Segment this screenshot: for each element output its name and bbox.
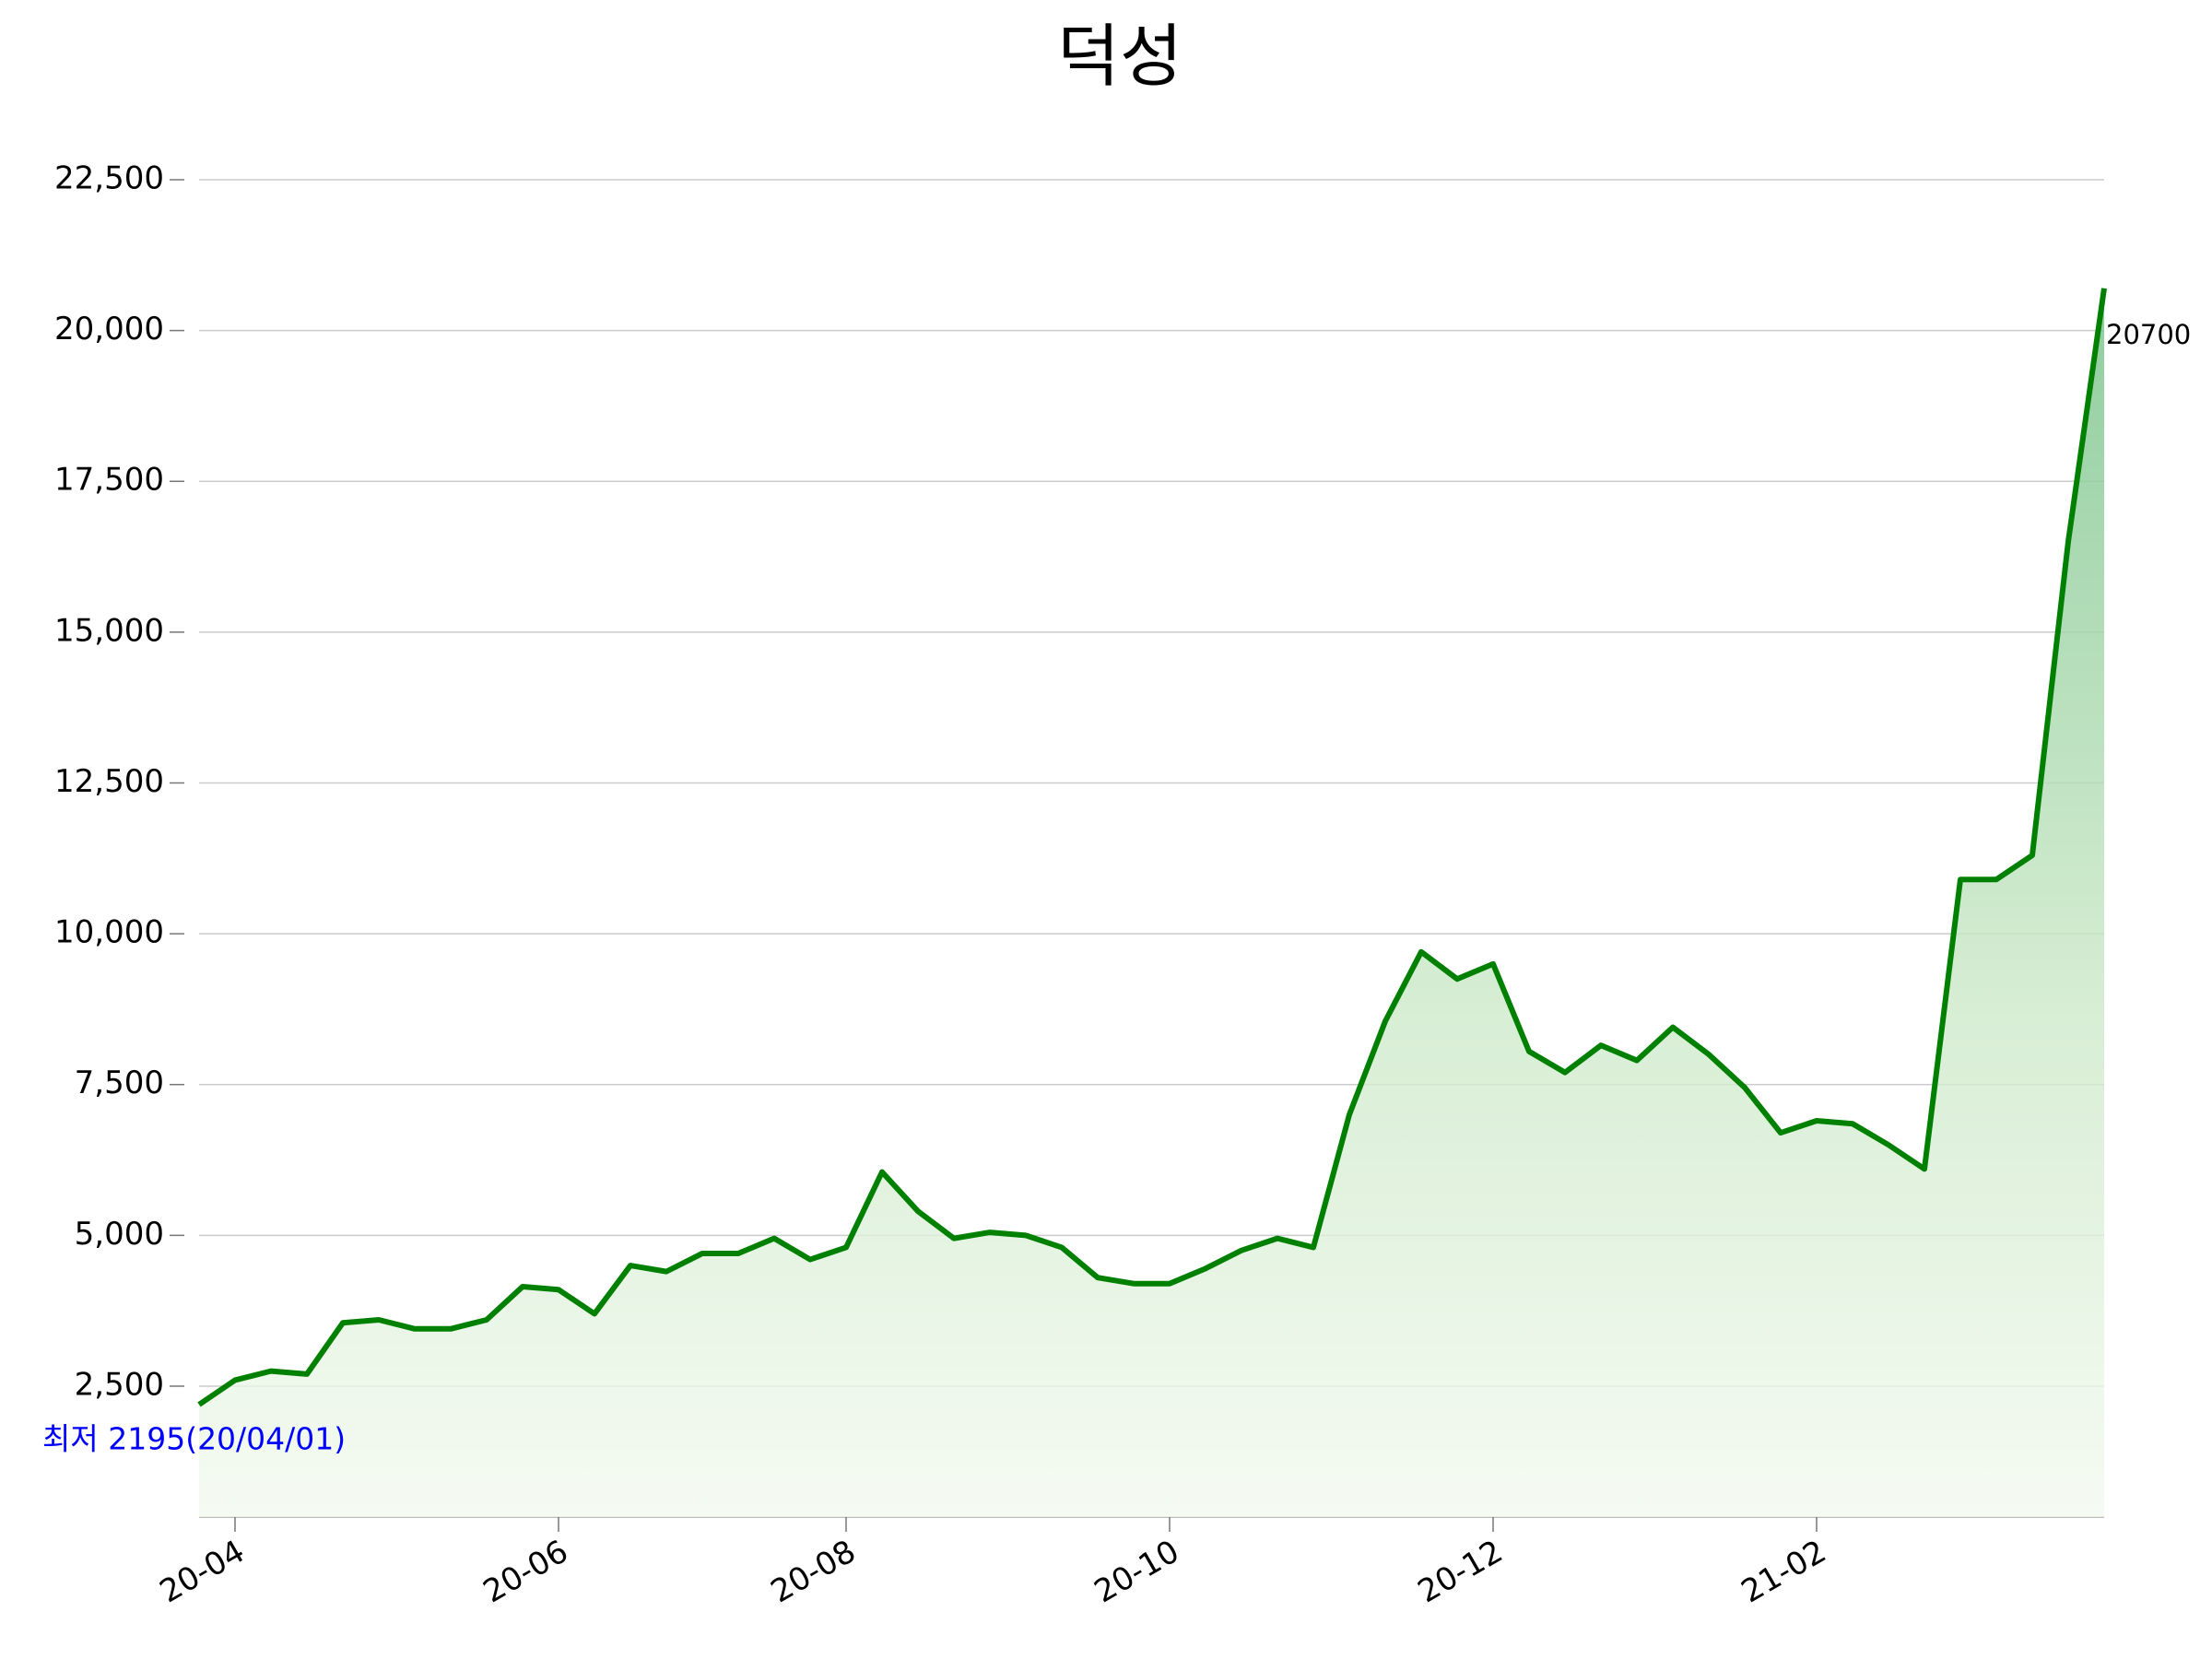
y-tick-label: 10,000	[54, 914, 164, 951]
x-tick-label: 20-08	[765, 1533, 863, 1610]
area	[199, 288, 2104, 1517]
y-tick-label: 20,000	[54, 311, 164, 347]
y-tick-label: 12,500	[54, 763, 164, 800]
y-tick-label: 5,000	[75, 1216, 164, 1253]
y-tick-label: 22,500	[54, 160, 164, 197]
x-tick-label: 21-02	[1735, 1533, 1833, 1610]
x-tick-label: 20-12	[1412, 1533, 1510, 1610]
x-tick-label: 20-10	[1088, 1533, 1186, 1610]
chart-title: 덕성	[1057, 18, 1182, 97]
min-label: 최저 2195(20/04/01)	[42, 1421, 346, 1457]
y-tick-label: 15,000	[54, 612, 164, 649]
x-tick-label: 20-04	[154, 1533, 252, 1610]
line	[197, 288, 2107, 1407]
x-tick-label: 20-06	[477, 1533, 575, 1610]
y-tick-label: 7,500	[75, 1065, 164, 1101]
last-value-label: 20700	[2106, 319, 2191, 350]
y-tick-label: 2,500	[75, 1366, 164, 1403]
y-tick-label: 17,500	[54, 462, 164, 499]
